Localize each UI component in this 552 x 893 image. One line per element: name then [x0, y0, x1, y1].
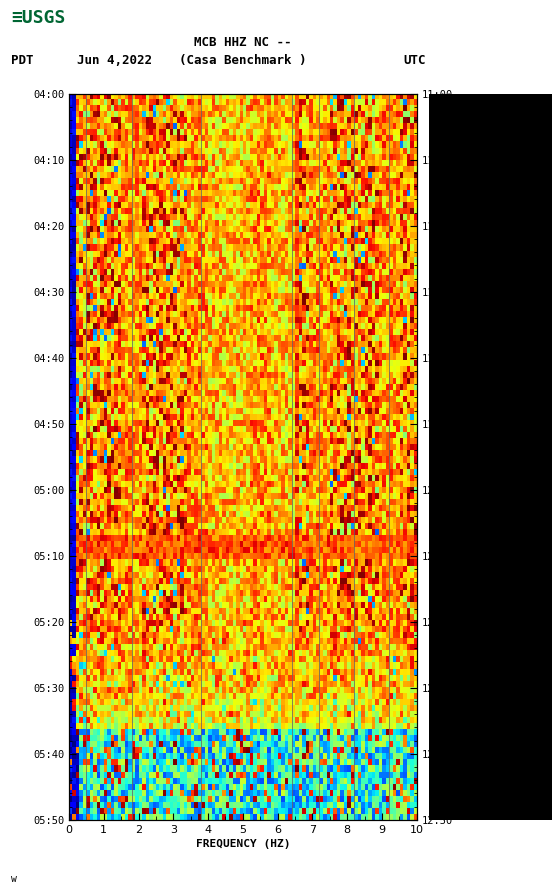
Text: Jun 4,2022: Jun 4,2022 [77, 54, 152, 67]
Text: w: w [11, 874, 17, 884]
X-axis label: FREQUENCY (HZ): FREQUENCY (HZ) [195, 839, 290, 849]
Text: PDT: PDT [11, 54, 34, 67]
Text: MCB HHZ NC --: MCB HHZ NC -- [194, 37, 291, 49]
Text: (Casa Benchmark ): (Casa Benchmark ) [179, 54, 306, 67]
Text: UTC: UTC [403, 54, 426, 67]
Text: ≡USGS: ≡USGS [11, 9, 66, 27]
